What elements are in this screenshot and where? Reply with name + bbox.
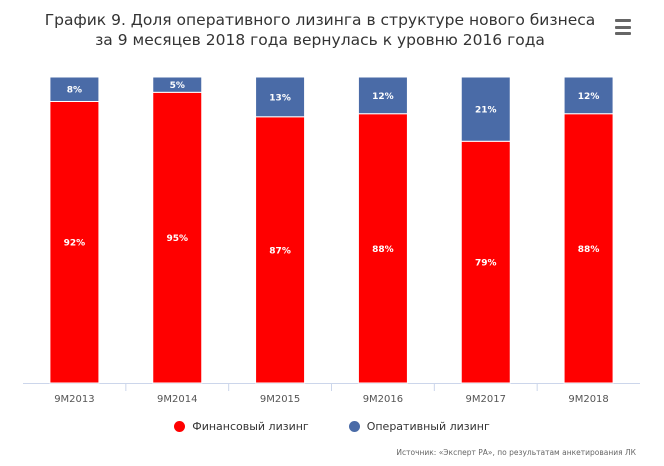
bar-operating-6[interactable] [563,76,614,115]
bar-operating-2[interactable] [152,76,203,93]
data-label-financial-6: 88% [578,245,600,255]
data-label-operating-5: 21% [475,106,497,116]
bar-financial-6[interactable] [563,113,614,384]
bar-financial-1[interactable] [49,100,100,384]
bar-financial-5[interactable] [460,140,511,384]
legend-label-operating-leasing: Оперативный лизинг [366,420,490,433]
legend-marker-financial-leasing [174,421,186,432]
legend-item-operating-leasing[interactable]: Оперативный лизинг [348,420,490,433]
legend: Финансовый лизинг Оперативный лизинг [0,420,664,433]
legend-item-financial-leasing[interactable]: Финансовый лизинг [174,420,309,433]
x-tick-label-4: 9М2016 [363,394,403,405]
data-label-financial-2: 95% [166,234,188,244]
data-label-operating-1: 8% [67,86,82,96]
x-tick-label-2: 9М2014 [157,394,197,405]
bar-operating-5[interactable] [460,76,511,142]
data-label-operating-2: 5% [170,81,185,91]
bar-operating-1[interactable] [49,76,100,102]
bar-financial-2[interactable] [152,91,203,384]
hamburger-menu-icon[interactable] [611,16,635,38]
x-tick-label-5: 9М2017 [466,394,506,405]
data-label-operating-3: 13% [269,93,291,103]
x-tick-label-3: 9М2015 [260,394,300,405]
source-note: Источник: «Эксперт РА», по результатам а… [396,448,636,457]
chart-title: График 9. Доля оперативного лизинга в ст… [44,11,596,49]
data-label-financial-3: 87% [269,246,291,256]
bar-operating-3[interactable] [255,76,306,118]
legend-marker-operating-leasing [348,421,360,432]
x-tick-label-1: 9М2013 [54,394,94,405]
data-label-financial-5: 79% [475,259,497,269]
legend-label-financial-leasing: Финансовый лизинг [192,420,309,433]
data-label-operating-4: 12% [372,92,394,102]
data-label-financial-4: 88% [372,245,394,255]
bar-operating-4[interactable] [357,76,408,115]
bar-financial-4[interactable] [357,113,408,384]
data-label-financial-1: 92% [64,239,86,249]
data-label-operating-6: 12% [578,92,600,102]
x-tick-label-6: 9М2018 [568,394,608,405]
